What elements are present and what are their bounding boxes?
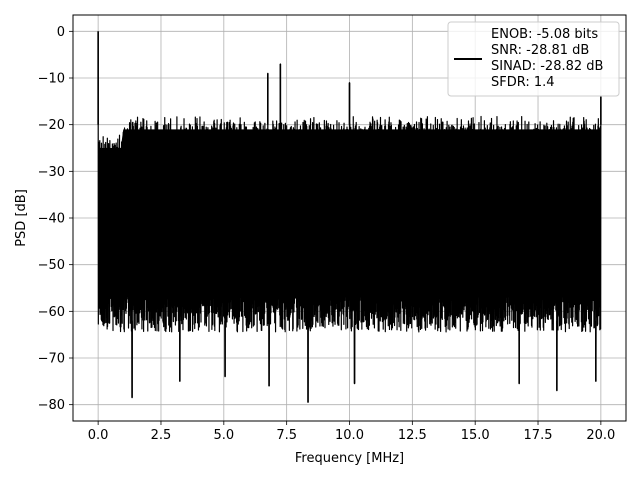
legend-snr-text: SNR: -28.81 dB [491, 43, 589, 58]
x-tick-label: 0.0 [88, 428, 109, 443]
plot-area [97, 31, 602, 403]
x-axis-label: Frequency [MHz] [295, 451, 404, 466]
x-tick-label: 7.5 [276, 428, 297, 443]
y-tick-label: −40 [38, 212, 65, 227]
y-axis-label: PSD [dB] [14, 189, 29, 247]
x-tick-label: 20.0 [586, 428, 615, 443]
y-tick-label: 0 [57, 25, 65, 40]
axis-ticks: 0.0 2.5 5.0 7.5 10.0 12.5 15.0 17.5 20.0 0 −10 −20 −… [38, 25, 616, 443]
y-tick-label: −30 [38, 165, 65, 180]
x-tick-label: 12.5 [398, 428, 427, 443]
y-tick-label: −10 [38, 72, 65, 87]
x-tick-label: 2.5 [151, 428, 172, 443]
legend-enob-text: ENOB: -5.08 bits [491, 27, 598, 42]
x-tick-label: 10.0 [335, 428, 364, 443]
legend-box [447, 21, 620, 97]
x-tick-label: 17.5 [524, 428, 553, 443]
y-tick-label: −80 [38, 398, 65, 413]
x-tick-label: 15.0 [461, 428, 490, 443]
x-tick-label: 5.0 [213, 428, 234, 443]
legend: ENOB: -5.08 bits SNR: -28.81 dB SINAD: -… [447, 21, 620, 97]
y-tick-label: −20 [38, 118, 65, 133]
y-tick-label: −70 [38, 352, 65, 367]
y-tick-label: −50 [38, 258, 65, 273]
y-tick-label: −60 [38, 305, 65, 320]
legend-sfdr-text: SFDR: 1.4 [491, 75, 555, 90]
legend-sinad-text: SINAD: -28.82 dB [491, 59, 603, 74]
